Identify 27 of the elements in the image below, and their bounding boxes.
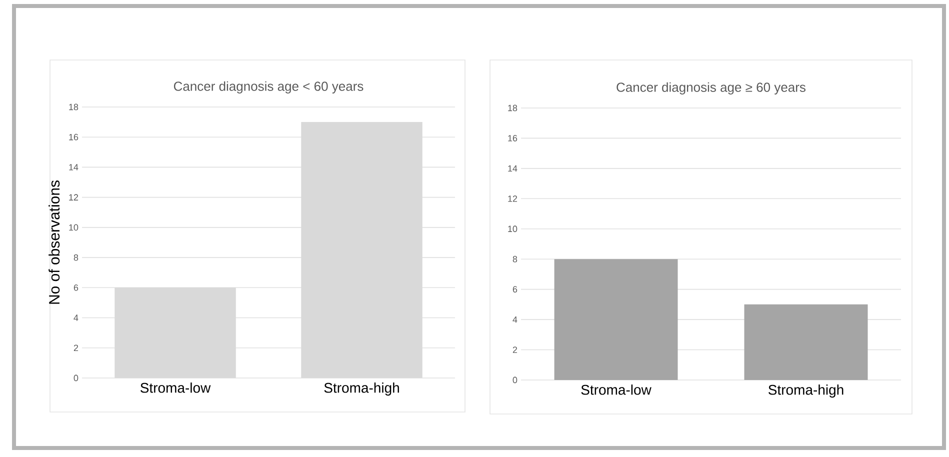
x-tick-label: Stroma-high	[324, 382, 399, 396]
y-tick-label: 8	[74, 254, 78, 261]
y-tick-label: 4	[512, 316, 518, 323]
y-tick-label: 16	[69, 134, 78, 140]
y-tick-label: 18	[69, 104, 78, 110]
x-tick-label: Stroma-low	[581, 384, 652, 395]
y-tick-label: 6	[512, 286, 518, 293]
y-tick-label: 6	[74, 284, 78, 291]
x-tick-label: Stroma-high	[768, 384, 844, 398]
chart-title: Cancer diagnosis age ≥ 60 years	[616, 82, 806, 94]
x-tick-label: Stroma-low	[140, 382, 211, 393]
y-tick-label: 12	[69, 194, 78, 200]
y-tick-label: 18	[508, 104, 518, 112]
y-tick-label: 4	[74, 314, 78, 321]
y-axis-title: No of observations	[48, 180, 60, 304]
y-tick-label: 10	[69, 224, 78, 231]
y-tick-label: 2	[512, 346, 518, 353]
chart-title: Cancer diagnosis age < 60 years	[174, 81, 364, 94]
y-tick-label: 8	[512, 256, 518, 262]
y-tick-label: 0	[512, 376, 518, 384]
y-tick-label: 10	[508, 226, 518, 232]
y-tick-label: 12	[508, 196, 518, 202]
y-tick-label: 14	[508, 165, 518, 172]
y-tick-label: 16	[508, 135, 518, 142]
y-tick-label: 0	[74, 374, 78, 382]
y-tick-label: 14	[69, 164, 78, 170]
y-tick-label: 2	[74, 344, 78, 352]
